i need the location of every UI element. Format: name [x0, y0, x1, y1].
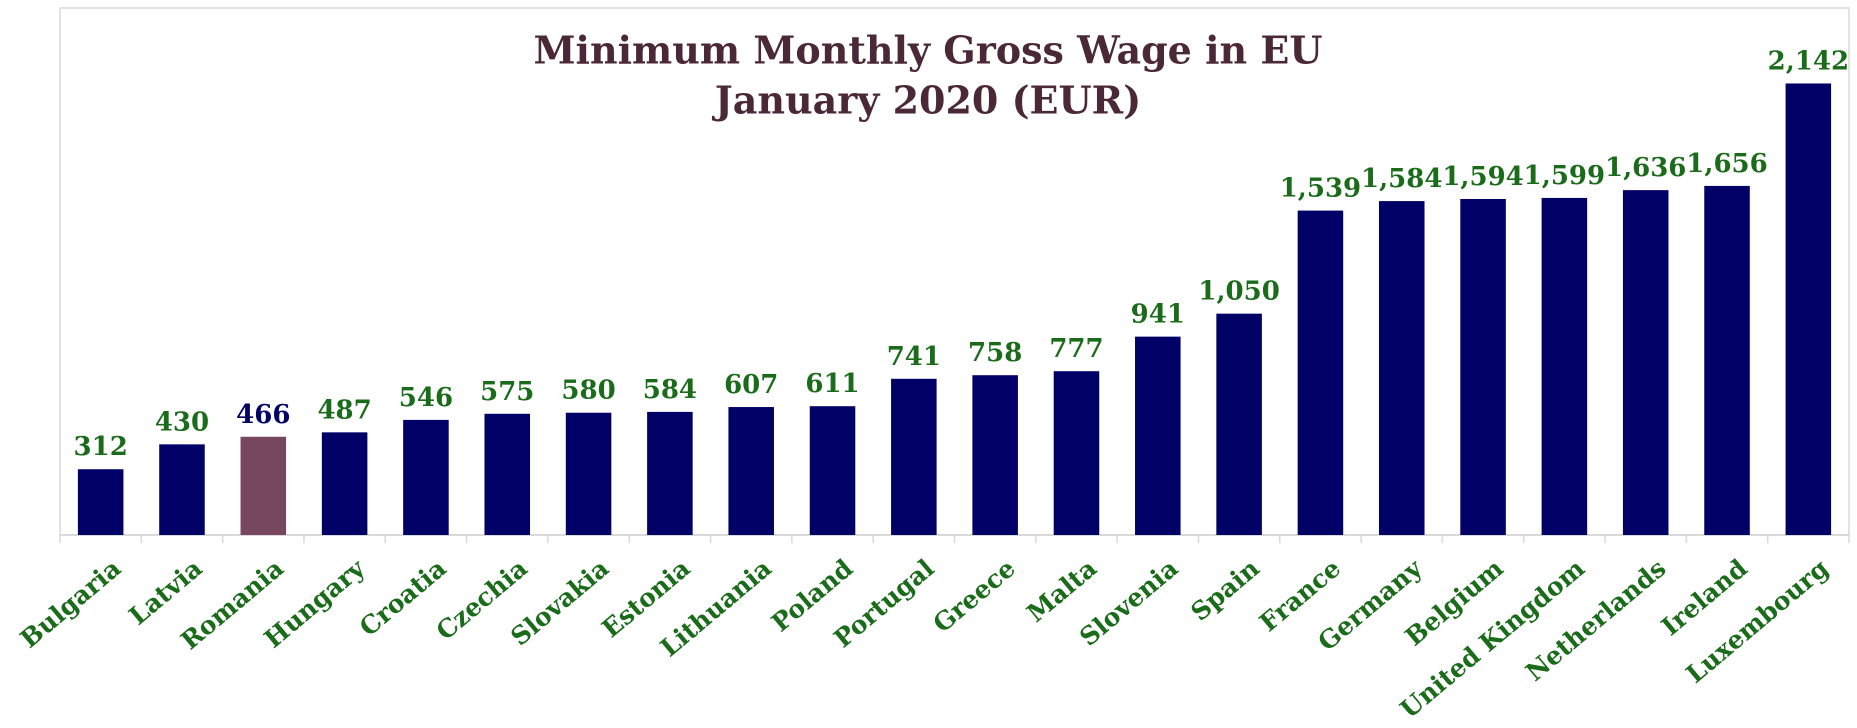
bar [403, 419, 449, 535]
bar [1378, 201, 1425, 535]
value-label: 777 [1049, 334, 1103, 364]
value-label: 1,636 [1605, 153, 1686, 183]
bar [1135, 336, 1181, 535]
bar [1053, 371, 1100, 535]
bar [728, 407, 774, 535]
bar [1785, 83, 1832, 535]
value-label: 580 [561, 376, 615, 406]
bar [972, 375, 1018, 535]
value-label: 941 [1131, 300, 1185, 330]
value-label: 312 [74, 432, 128, 462]
value-label: 2,142 [1768, 46, 1849, 76]
chart-title: Minimum Monthly Gross Wage in EU [533, 28, 1322, 73]
x-tick-label: Netherlands [1520, 553, 1671, 686]
bar [159, 444, 205, 535]
bar [484, 413, 531, 535]
value-label: 1,599 [1524, 161, 1605, 191]
bar [240, 436, 287, 535]
value-label: 741 [887, 342, 941, 372]
value-label: 758 [968, 338, 1022, 368]
value-label: 611 [805, 369, 859, 399]
value-label: 1,594 [1442, 162, 1523, 192]
bar [77, 469, 124, 535]
value-label: 487 [317, 395, 371, 425]
value-label: 466 [236, 400, 290, 430]
bar [809, 406, 856, 535]
value-label: 607 [724, 370, 778, 400]
bar [1541, 197, 1588, 536]
x-tick-label: Bulgaria [15, 553, 127, 653]
x-tick-label: Greece [928, 553, 1021, 638]
chart-subtitle: January 2020 (EUR) [712, 78, 1141, 123]
value-label: 1,584 [1361, 164, 1442, 194]
bar [647, 411, 693, 535]
value-label: 1,050 [1198, 277, 1279, 307]
value-label: 1,656 [1686, 149, 1767, 179]
bar [565, 412, 612, 535]
bar [1622, 190, 1669, 535]
bar [1297, 210, 1344, 535]
bar [1460, 198, 1506, 535]
x-tick-label: Luxembourg [1681, 553, 1834, 688]
x-tick-label: Spain [1185, 553, 1264, 626]
bar [321, 432, 368, 535]
bar [1704, 185, 1750, 535]
bar [1216, 313, 1262, 535]
value-label: 430 [155, 407, 209, 437]
value-label: 575 [480, 377, 534, 407]
value-label: 584 [643, 375, 697, 405]
bar [891, 378, 937, 535]
value-label: 546 [399, 383, 453, 413]
value-label: 1,539 [1280, 174, 1361, 204]
